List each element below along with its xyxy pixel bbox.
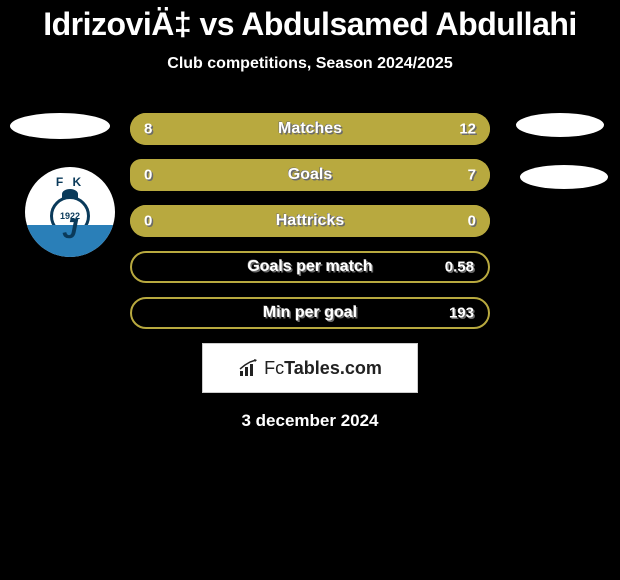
chart-icon <box>238 359 260 377</box>
stat-value-left: 0 <box>144 167 152 184</box>
badge-letter-j: J <box>62 213 78 245</box>
stat-label: Goals per match <box>132 258 488 276</box>
stats-area: F K 1922 J Matches812Goals07Hattricks00G… <box>0 113 620 329</box>
stat-row-matches: Matches812 <box>130 113 490 145</box>
bar-left <box>130 205 310 237</box>
bar-left <box>130 159 141 191</box>
stat-label: Min per goal <box>132 304 488 322</box>
player-right-placeholder-1 <box>516 113 604 137</box>
badge-letters: F K <box>25 175 115 189</box>
stat-row-min-per-goal: Min per goal193 <box>130 297 490 329</box>
stat-value-right: 0 <box>468 213 476 230</box>
stat-value-right: 0.58 <box>445 259 474 276</box>
stat-row-goals-per-match: Goals per match0.58 <box>130 251 490 283</box>
stat-value-left: 8 <box>144 121 152 138</box>
brand-text: FcTables.com <box>264 358 382 379</box>
bar-right <box>141 159 490 191</box>
stat-row-goals: Goals07 <box>130 159 490 191</box>
stat-value-left: 0 <box>144 213 152 230</box>
date-label: 3 december 2024 <box>0 411 620 431</box>
player-left-placeholder-1 <box>10 113 110 139</box>
stat-value-right: 7 <box>468 167 476 184</box>
bar-right <box>274 113 490 145</box>
brand-box[interactable]: FcTables.com <box>202 343 418 393</box>
stat-value-right: 12 <box>459 121 476 138</box>
bar-right <box>310 205 490 237</box>
stat-rows: Matches812Goals07Hattricks00Goals per ma… <box>130 113 490 329</box>
stat-row-hattricks: Hattricks00 <box>130 205 490 237</box>
stat-value-right: 193 <box>449 305 474 322</box>
subtitle: Club competitions, Season 2024/2025 <box>0 55 620 73</box>
club-badge: F K 1922 J <box>25 167 115 257</box>
page-title: IdrizoviÄ‡ vs Abdulsamed Abdullahi <box>0 0 620 43</box>
player-right-placeholder-2 <box>520 165 608 189</box>
